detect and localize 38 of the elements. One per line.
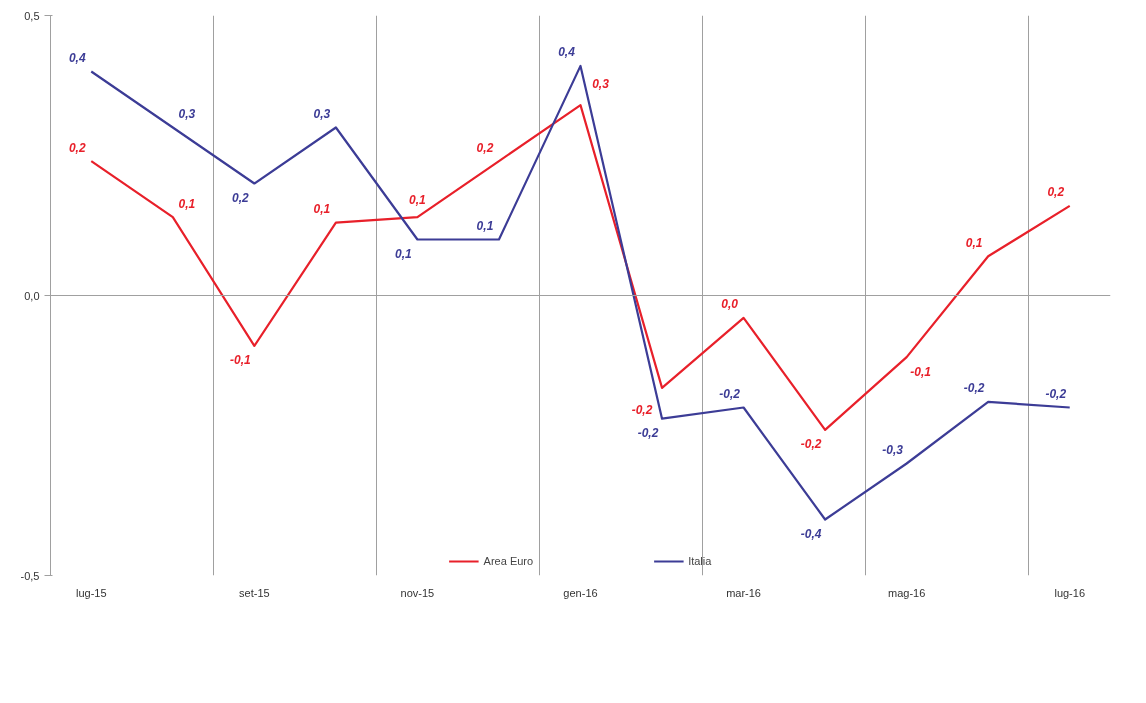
y-tick-label: 0,5 [24,9,40,22]
x-tick-label: gen-16 [563,586,598,599]
data-label: 0,4 [68,51,86,65]
data-label: 0,2 [476,140,494,155]
x-tick-label: nov-15 [400,586,435,599]
data-label: 0,4 [558,45,576,60]
x-tick-label: lug-16 [1054,586,1086,599]
data-label: 0,0 [721,297,739,312]
data-label: 0,1 [409,192,427,207]
data-label: -0,1 [910,364,932,379]
x-tick-label: lug-15 [75,586,107,599]
data-label: 0,2 [232,191,250,205]
data-label: -0,2 [800,437,822,452]
legend-label: Area Euro [483,555,534,567]
y-tick-label: -0,5 [20,569,40,582]
x-tick-label: set-15 [239,586,270,599]
data-label: 0,2 [68,140,86,155]
data-label: -0,2 [637,426,659,441]
data-label: 0,3 [178,107,196,121]
data-label: 0,1 [395,247,413,261]
data-label: -0,2 [631,403,653,418]
data-label: -0,3 [882,443,904,457]
data-label: -0,4 [800,527,822,541]
data-label: -0,2 [1045,387,1067,401]
data-label: 0,1 [965,235,983,250]
data-label: 0,1 [313,202,331,217]
data-label: 0,3 [592,76,610,91]
data-label: -0,1 [230,353,252,368]
x-tick-label: mag-16 [888,586,926,599]
x-tick-label: mar-16 [726,586,761,599]
data-label: 0,1 [178,196,196,211]
data-label: 0,2 [1047,185,1065,200]
data-label: -0,2 [719,387,741,401]
data-label: -0,2 [963,381,985,396]
y-tick-label: 0,0 [24,289,40,302]
legend-label: Italia [688,555,712,567]
data-label: 0,3 [313,107,331,121]
data-label: 0,1 [476,219,494,233]
